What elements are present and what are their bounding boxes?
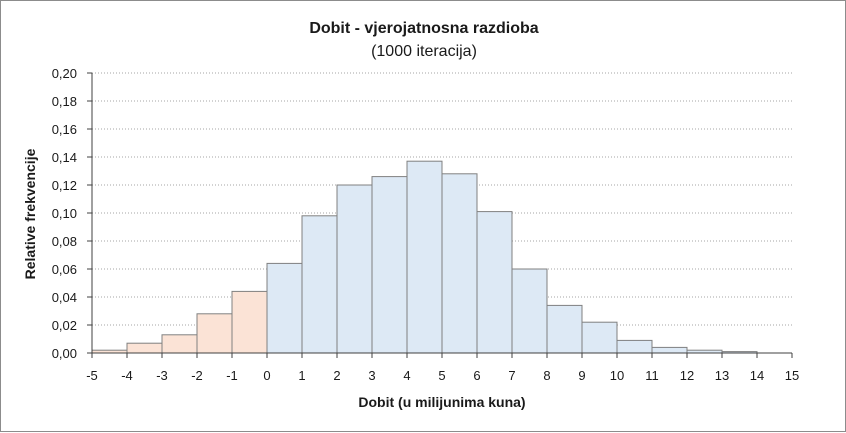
x-tick-label: -1	[226, 368, 238, 383]
x-tick-label: 2	[333, 368, 340, 383]
x-tick-label: 0	[263, 368, 270, 383]
y-tick-label: 0,12	[52, 178, 77, 193]
x-tick-label: 1	[298, 368, 305, 383]
chart-subtitle: (1000 iteracija)	[371, 43, 477, 60]
x-tick-label: 5	[438, 368, 445, 383]
histogram-bar	[161, 334, 198, 354]
bars	[91, 160, 758, 354]
x-tick-label: -5	[86, 368, 98, 383]
x-tick-label: 10	[610, 368, 624, 383]
x-tick-label: 13	[715, 368, 729, 383]
histogram-bar	[616, 339, 653, 354]
y-tick-label: 0,02	[52, 318, 77, 333]
histogram-bar	[126, 342, 163, 354]
x-tick-label: 4	[403, 368, 410, 383]
axes	[91, 73, 793, 358]
x-tick-label: 3	[368, 368, 375, 383]
histogram-bar	[406, 160, 443, 354]
histogram-bar	[441, 173, 478, 354]
histogram-bar	[371, 176, 408, 354]
histogram-bar	[266, 262, 303, 354]
x-tick-label: -3	[156, 368, 168, 383]
y-axis-title: Relative frekvencije	[22, 148, 38, 279]
gridlines	[87, 72, 792, 354]
x-tick-label: 9	[578, 368, 585, 383]
x-tick-label: 12	[680, 368, 694, 383]
x-tick-label: 14	[750, 368, 764, 383]
histogram-bar	[546, 304, 583, 354]
y-tick-label: 0,20	[52, 66, 77, 81]
x-tick-label: 11	[645, 368, 659, 383]
histogram-bar	[231, 290, 268, 354]
histogram-bar	[476, 211, 513, 354]
y-tick-label: 0,16	[52, 122, 77, 137]
y-tick-label: 0,14	[52, 150, 77, 165]
y-tick-label: 0,06	[52, 262, 77, 277]
histogram-bar	[196, 313, 233, 354]
histogram-bar	[301, 215, 338, 354]
histogram-bar	[511, 268, 548, 354]
x-tick-label: 6	[473, 368, 480, 383]
x-tick-label: -4	[121, 368, 133, 383]
x-tick-label: -2	[191, 368, 203, 383]
x-tick-label: 8	[543, 368, 550, 383]
chart-title: Dobit - vjerojatnosna razdioba	[309, 20, 538, 37]
y-tick-label: 0,08	[52, 234, 77, 249]
y-tick-label: 0,18	[52, 94, 77, 109]
x-axis-title: Dobit (u milijunima kuna)	[358, 394, 525, 410]
histogram-bar	[651, 346, 688, 354]
y-tick-label: 0,04	[52, 290, 77, 305]
y-tick-labels: 0,00 0,02 0,04 0,06 0,08 0,10 0,12 0,14 0,16 0,18…	[52, 66, 77, 361]
x-tick-labels: -5 -4 -3 -2 -1 0 1 2 3 4 5 6 7 8 9 10 11 12 13 14 15	[86, 368, 799, 383]
histogram-bar	[336, 184, 373, 354]
x-tick-label: 15	[785, 368, 799, 383]
x-tick-label: 7	[508, 368, 515, 383]
y-tick-label: 0,10	[52, 206, 77, 221]
y-tick-label: 0,00	[52, 346, 77, 361]
histogram-bar	[581, 321, 618, 354]
